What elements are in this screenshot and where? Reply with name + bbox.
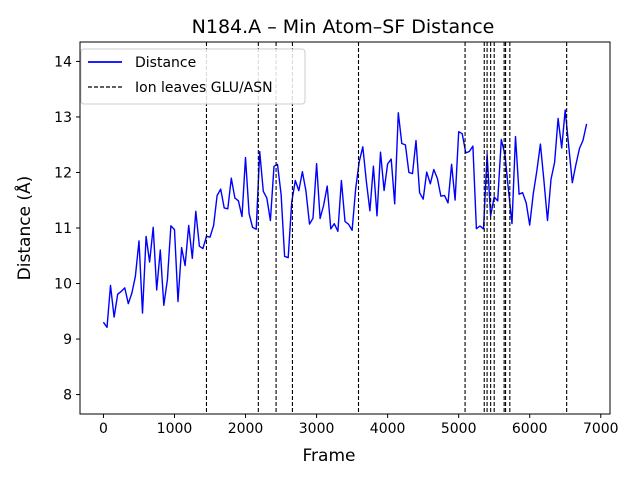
y-tick-label: 10 [54,277,72,293]
y-tick-label: 9 [63,332,72,348]
distance-series-line [102,109,588,329]
legend: Distance Ion leaves GLU/ASN [80,48,306,105]
x-tick-label: 6000 [512,421,548,437]
x-tick-label: 0 [99,421,108,437]
y-tick-label: 12 [54,165,72,181]
legend-events-label: Ion leaves GLU/ASN [135,80,273,96]
y-tick-label: 11 [54,221,72,237]
y-tick-label: 14 [54,54,72,70]
y-tick-label: 8 [63,388,72,404]
y-tick-label: 13 [54,110,72,126]
x-tick-label: 7000 [583,421,619,437]
chart-title: N184.A – Min Atom–SF Distance [192,16,495,38]
x-axis-label: Frame [303,446,356,466]
axes: 0 1000 2000 3000 4000 5000 6000 7000 8 9 10 11 12 13 1… [54,41,619,437]
x-tick-label: 2000 [228,421,264,437]
x-tick-label: 3000 [299,421,335,437]
plot-area [102,42,588,414]
x-tick-label: 4000 [370,421,406,437]
legend-box [80,48,306,105]
x-tick-label: 5000 [441,421,477,437]
x-tick-label: 1000 [157,421,193,437]
legend-distance-label: Distance [135,55,196,71]
y-axis-label: Distance (Å) [13,176,35,281]
